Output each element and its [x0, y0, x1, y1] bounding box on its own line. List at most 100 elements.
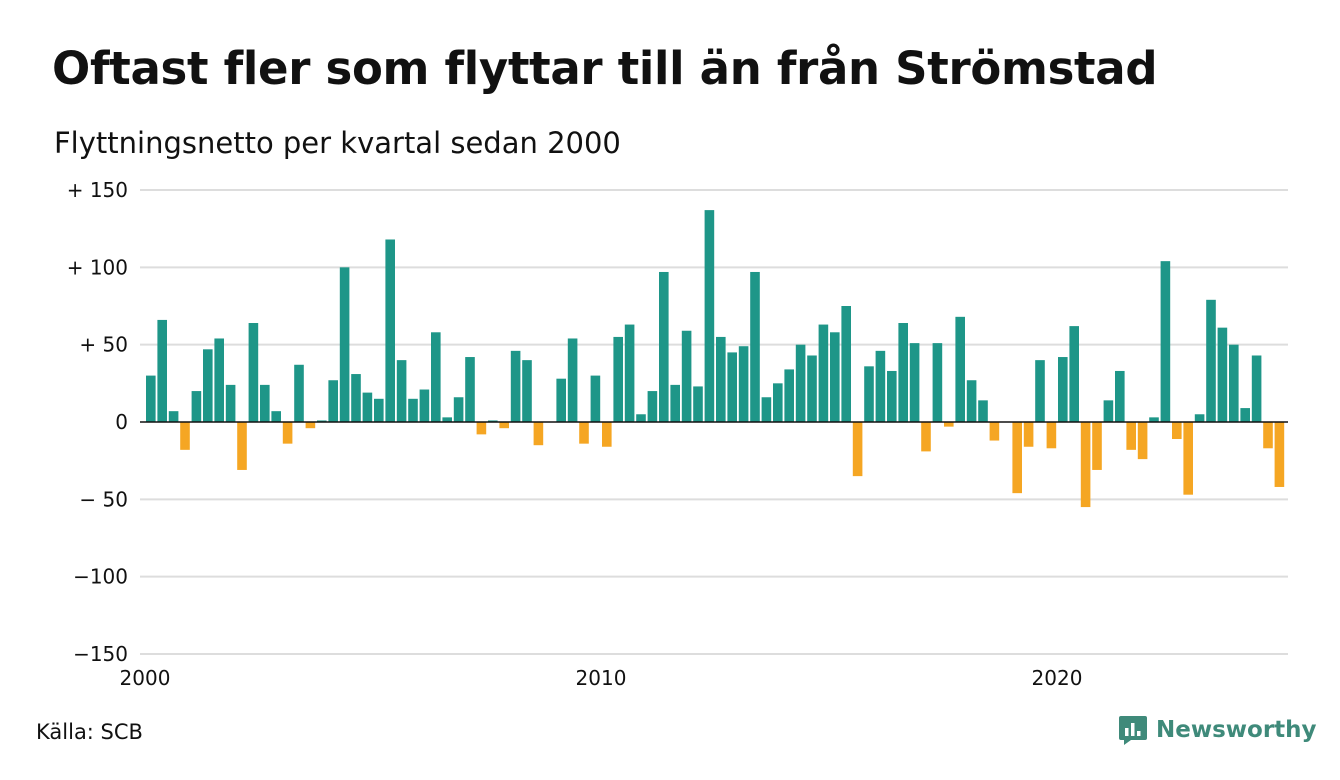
bar	[716, 336, 726, 422]
bar	[260, 384, 270, 422]
bar	[567, 338, 578, 422]
bar	[761, 397, 772, 422]
bar	[887, 370, 897, 422]
bar	[659, 271, 669, 422]
bar	[932, 343, 943, 422]
bar	[1115, 370, 1125, 422]
bar	[1046, 422, 1057, 449]
y-tick-label: −100	[73, 565, 128, 589]
bar	[579, 422, 589, 444]
bar	[533, 422, 544, 446]
bar	[1160, 261, 1171, 422]
brand-name: Newsworthy	[1156, 717, 1317, 743]
bar	[807, 355, 817, 422]
bar	[898, 323, 908, 422]
bar	[499, 422, 509, 429]
bar	[465, 357, 475, 422]
bar	[704, 210, 715, 422]
source-note: Källa: SCB	[36, 720, 143, 744]
bar	[1274, 422, 1285, 487]
y-axis-ticks: + 150 + 100 + 50 0 − 50 −100 −150	[67, 178, 128, 666]
bar	[1012, 422, 1022, 494]
bar	[864, 366, 874, 422]
bar	[636, 414, 646, 422]
bar	[282, 422, 293, 444]
bar	[396, 360, 407, 422]
bar	[624, 324, 635, 422]
bar	[590, 375, 601, 422]
bar	[305, 422, 316, 429]
bar	[1229, 344, 1239, 422]
bar	[693, 386, 703, 422]
bar	[966, 380, 977, 422]
bar	[602, 422, 612, 447]
bar	[476, 422, 487, 435]
bar	[1023, 422, 1034, 447]
bar	[1103, 400, 1114, 422]
bar	[157, 319, 167, 422]
bar	[1217, 327, 1228, 422]
bar	[339, 267, 350, 422]
bar	[1137, 422, 1148, 460]
bar	[214, 338, 224, 422]
bar	[408, 398, 418, 422]
x-tick-label: 2020	[1032, 666, 1083, 690]
bar	[750, 271, 760, 422]
bar	[795, 344, 806, 422]
bar	[351, 374, 361, 422]
chart-title: Oftast fler som flyttar till än från Str…	[52, 42, 1158, 95]
bar	[1035, 360, 1045, 422]
bar	[1240, 408, 1250, 422]
y-tick-label: + 50	[79, 333, 128, 357]
bar	[830, 332, 840, 422]
x-tick-label: 2010	[576, 666, 627, 690]
bar	[294, 364, 304, 422]
bar	[556, 378, 566, 422]
bar	[727, 352, 737, 422]
bar	[1058, 357, 1068, 422]
chart-speech-bubble-icon	[1119, 716, 1147, 745]
chart-subtitle: Flyttningsnetto per kvartal sedan 2000	[54, 126, 621, 160]
bar	[362, 392, 373, 422]
bar	[1172, 422, 1182, 440]
bar	[1069, 326, 1079, 422]
bar	[1126, 422, 1136, 450]
bar	[647, 391, 658, 422]
bar	[271, 411, 281, 422]
y-tick-label: 0	[115, 410, 128, 434]
bar	[488, 420, 498, 422]
bar	[681, 330, 692, 422]
x-tick-label: 2000	[120, 666, 171, 690]
bar	[1206, 299, 1216, 422]
bar	[203, 349, 213, 422]
bar	[989, 422, 1000, 441]
bar	[419, 389, 430, 422]
bar	[180, 422, 190, 450]
bar	[248, 323, 259, 422]
bar	[613, 336, 623, 422]
bar	[875, 350, 886, 422]
bar	[317, 420, 327, 422]
y-tick-label: − 50	[79, 487, 128, 511]
bar	[852, 422, 863, 477]
bar	[944, 422, 954, 427]
bar	[328, 380, 338, 422]
bar	[1080, 422, 1091, 508]
bar	[522, 360, 532, 422]
bar	[385, 239, 395, 422]
bar	[146, 375, 156, 422]
bar	[442, 417, 452, 422]
bar	[841, 306, 851, 422]
bar	[818, 324, 829, 422]
bars	[146, 210, 1285, 508]
bar	[1183, 422, 1193, 495]
bar	[738, 346, 749, 422]
bar	[1251, 355, 1262, 422]
bar	[955, 316, 965, 422]
y-tick-label: + 150	[67, 178, 128, 202]
bar	[670, 384, 680, 422]
bar	[374, 398, 384, 422]
y-tick-label: + 100	[67, 255, 128, 279]
bar	[191, 391, 202, 422]
bar	[1194, 414, 1205, 422]
